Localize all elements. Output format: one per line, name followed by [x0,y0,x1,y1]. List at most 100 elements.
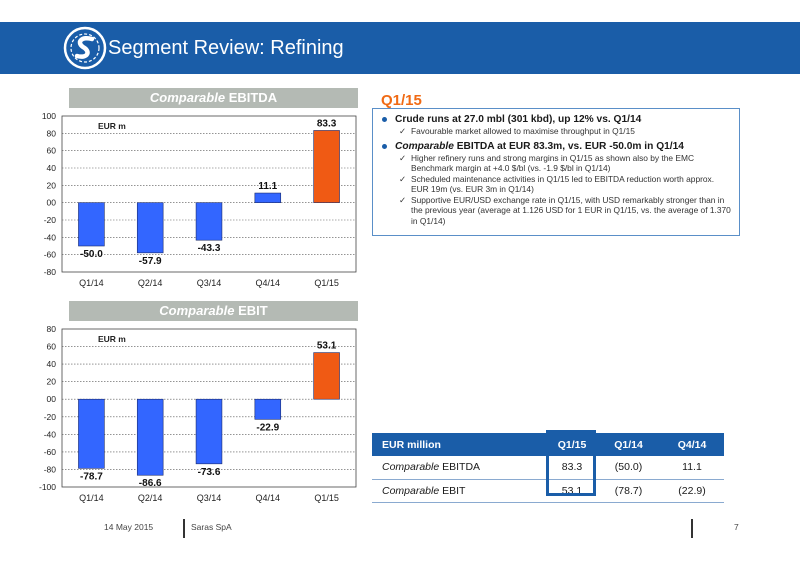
sub-bullet: ✓ Higher refinery runs and strong margin… [381,153,733,174]
y-tick-label: -100 [39,482,56,492]
y-tick-label: 20 [47,377,57,387]
check-icon: ✓ [399,173,407,184]
saras-logo-icon [63,26,107,70]
data-label: 53.1 [317,341,337,352]
bar [254,192,282,203]
row-label-rest: EBITDA [439,461,481,474]
y-tick-label: 80 [47,128,57,138]
header-bar [0,22,800,74]
y-tick-label: -80 [44,464,57,474]
data-label: -43.3 [198,243,221,254]
data-label: 83.3 [317,118,337,129]
bar [78,398,105,469]
data-label: -22.9 [256,422,279,433]
ebitda-banner-italic: Comparable [149,90,226,105]
ebit-chart-banner: Comparable EBIT [69,301,358,321]
sub-bullet: ✓ Supportive EUR/USD exchange rate in Q1… [381,195,733,227]
y-tick-label: -20 [44,215,57,225]
unit-label: EUR m [98,334,126,344]
y-tick-label: 60 [47,146,57,156]
table-cell: 83.3 [547,456,597,480]
bar [195,398,223,465]
footer-company: Saras SpA [191,522,232,532]
footer-date: 14 May 2015 [104,522,154,532]
y-tick-label: -40 [44,232,57,242]
bullet-text: EBITDA at EUR 83.3m, vs. EUR -50.0m in Q… [453,140,684,152]
footer-divider [691,519,693,538]
x-tick-label: Q2/14 [138,493,163,503]
x-tick-label: Q1/14 [79,278,104,288]
y-tick-label: -80 [44,267,57,277]
table-header-row: EUR million Q1/15 Q1/14 Q4/14 [372,433,724,456]
bar [313,130,340,203]
table-header-cell: EUR million [372,433,547,456]
table-header-cell: Q4/14 [660,433,724,456]
table-header-cell: Q1/15 [547,433,597,456]
y-tick-label: 00 [47,198,57,208]
bullet-crude-runs: Crude runs at 27.0 mbl (301 kbd), up 12%… [381,113,733,126]
y-tick-label: 40 [47,359,57,369]
ebit-banner-italic: Comparable [159,303,235,318]
footer-divider [183,519,185,538]
bar [78,202,105,247]
sub-bullet: ✓ Favourable market allowed to maximise … [381,126,733,137]
bar [254,398,282,420]
x-tick-label: Q1/14 [79,493,104,503]
page-title: Segment Review: Refining [108,37,344,59]
check-icon: ✓ [399,152,407,163]
bullet-ebitda: Comparable EBITDA at EUR 83.3m, vs. EUR … [381,140,733,153]
table-cell: (78.7) [597,479,660,503]
ebit-chart: -100 -80 -60 -40 -20 00 20 40 60 80 EUR m -78.7 Q1/1… [39,324,357,503]
y-tick-label: 80 [47,324,57,334]
ebit-banner-rest: EBIT [238,303,268,318]
ebitda-chart: -80 -60 -40 -20 00 20 40 60 80 100 EUR m -50.0 Q1/14… [42,111,357,288]
bar [136,202,164,254]
check-icon: ✓ [399,194,407,205]
row-label-italic: Comparable [382,484,440,497]
y-tick-label: -60 [44,447,57,457]
data-label: -73.6 [198,467,221,478]
row-label-rest: EBIT [439,484,466,497]
table-row: Comparable EBITDA 83.3 (50.0) 11.1 [372,456,724,480]
y-tick-label: 60 [47,342,57,352]
bar [136,398,164,476]
y-tick-label: 100 [42,111,56,121]
bar [195,202,223,241]
y-tick-label: -40 [44,429,57,439]
x-tick-label: Q3/14 [197,493,222,503]
plot-frame [61,115,357,273]
unit-label: EUR m [98,121,126,131]
x-tick-label: Q1/15 [314,493,339,503]
y-tick-label: -20 [44,412,57,422]
table-row: Comparable EBIT 53.1 (78.7) (22.9) [372,479,724,503]
data-label: -50.0 [80,249,103,260]
bullet-text: Crude runs at 27.0 mbl (301 kbd), up 12%… [395,114,642,125]
summary-table: EUR million Q1/15 Q1/14 Q4/14 Comparable… [372,433,724,503]
sub-bullet-text: Supportive EUR/USD exchange rate in Q1/1… [411,194,731,226]
x-tick-label: Q4/14 [256,493,281,503]
data-label: -57.9 [139,256,162,267]
ebitda-banner-rest: EBITDA [228,90,278,105]
bullet-italic-prefix: Comparable [395,140,454,152]
row-label: Comparable EBIT [372,479,547,503]
q115-column-highlight [546,430,596,496]
sub-bullet-text: Scheduled maintenance activities in Q1/1… [411,173,715,195]
sub-bullet: ✓ Scheduled maintenance activities in Q1… [381,174,733,195]
table-cell: (22.9) [660,479,724,503]
highlights-box: Crude runs at 27.0 mbl (301 kbd), up 12%… [372,108,740,236]
check-icon: ✓ [399,126,407,136]
data-label: 11.1 [258,181,277,192]
y-tick-label: -60 [44,250,57,260]
page-number: 7 [734,522,739,532]
ebitda-chart-banner: Comparable EBITDA [69,88,358,108]
y-tick-label: 00 [47,394,57,404]
y-tick-label: 20 [47,180,57,190]
table-header-cell: Q1/14 [597,433,660,456]
x-tick-label: Q3/14 [197,278,222,288]
row-label: Comparable EBITDA [372,456,547,480]
data-label: -78.7 [80,471,103,482]
table-cell: 11.1 [660,456,724,480]
sub-bullet-text: Favourable market allowed to maximise th… [411,126,635,136]
data-label: -86.6 [139,478,162,489]
sub-bullet-text: Higher refinery runs and strong margins … [411,152,695,174]
